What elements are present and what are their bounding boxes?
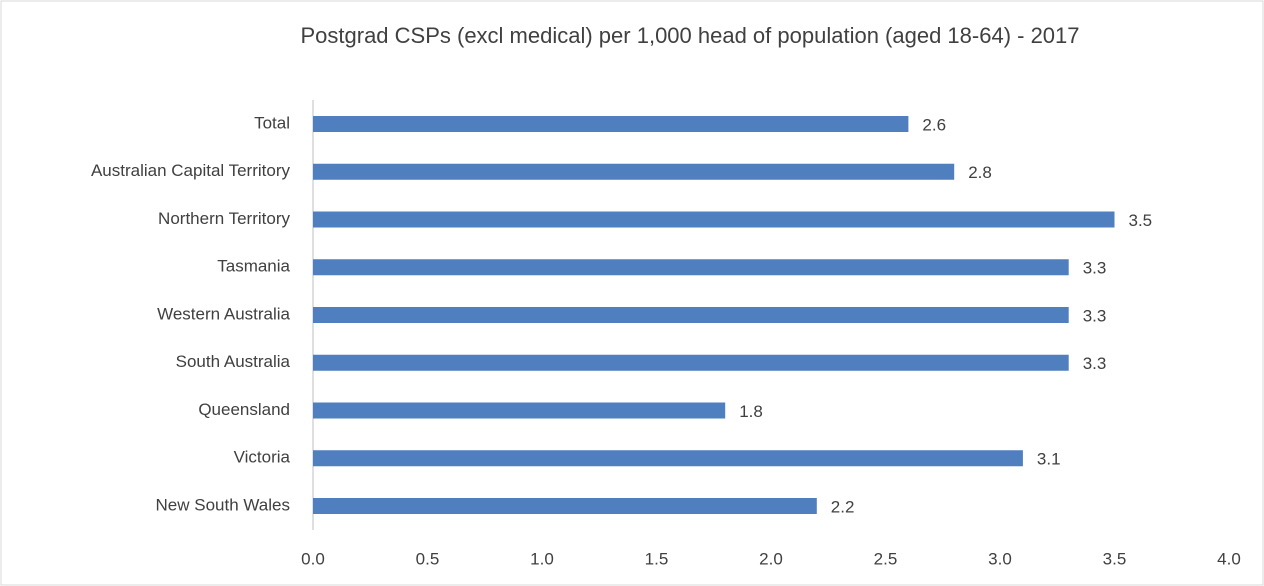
x-tick-label: 0.0 — [301, 549, 325, 568]
y-tick-label: New South Wales — [156, 495, 290, 514]
x-tick-label: 0.5 — [416, 549, 440, 568]
y-tick-label: Northern Territory — [158, 209, 290, 228]
data-label: 3.5 — [1129, 211, 1153, 230]
data-label: 2.2 — [831, 497, 855, 516]
data-label: 3.3 — [1083, 306, 1107, 325]
bar — [313, 211, 1115, 228]
bar — [313, 450, 1023, 467]
y-tick-label: South Australia — [176, 352, 291, 371]
bar — [313, 354, 1069, 371]
y-tick-label: Australian Capital Territory — [91, 161, 291, 180]
y-tick-label: Queensland — [198, 400, 290, 419]
data-label: 1.8 — [739, 402, 763, 421]
bar — [313, 498, 817, 514]
bar — [313, 259, 1069, 276]
y-tick-label: Total — [254, 113, 290, 132]
data-label: 2.8 — [968, 163, 992, 182]
x-tick-label: 1.5 — [645, 549, 669, 568]
y-tick-label: Tasmania — [217, 257, 290, 276]
y-tick-label: Victoria — [234, 448, 291, 467]
data-label: 3.3 — [1083, 354, 1107, 373]
x-tick-label: 3.5 — [1103, 549, 1127, 568]
bar — [313, 116, 909, 132]
data-label: 2.6 — [922, 115, 946, 134]
x-tick-label: 4.0 — [1217, 549, 1241, 568]
bar — [313, 307, 1069, 323]
x-tick-label: 3.0 — [988, 549, 1012, 568]
data-label: 3.3 — [1083, 259, 1107, 278]
data-label: 3.1 — [1037, 450, 1061, 469]
chart-title: Postgrad CSPs (excl medical) per 1,000 h… — [300, 23, 1079, 48]
x-tick-label: 2.0 — [759, 549, 783, 568]
x-tick-label: 1.0 — [530, 549, 554, 568]
y-tick-label: Western Australia — [157, 304, 290, 323]
bar — [313, 163, 955, 180]
bar — [313, 402, 726, 419]
x-tick-label: 2.5 — [874, 549, 898, 568]
